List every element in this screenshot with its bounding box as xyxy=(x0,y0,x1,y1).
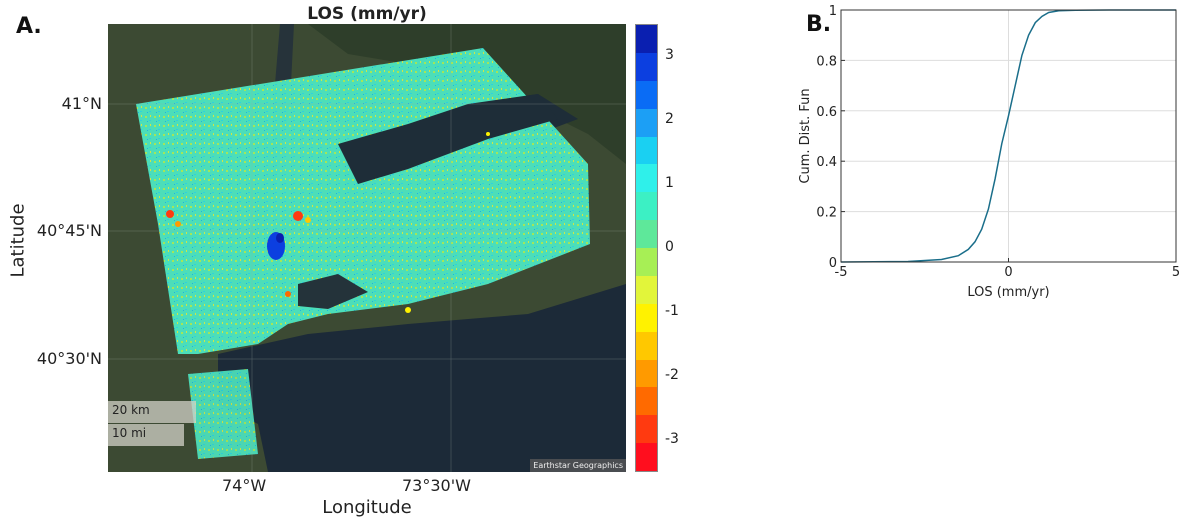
map-x-axis-title: Longitude xyxy=(322,497,412,518)
cdf-chart: -5 0 5 0 0.2 0.4 0.6 0.8 1 LOS (mm/yr) Cum. Dist. … xyxy=(790,0,1180,314)
colorbar-segment xyxy=(636,415,657,444)
y-tick-label: 0.8 xyxy=(816,54,837,69)
colorbar-segment xyxy=(636,359,657,388)
colorbar-segment xyxy=(636,136,657,165)
x-tick-label: 0 xyxy=(1004,265,1012,280)
x-tick-label: -5 xyxy=(835,265,848,280)
colorbar-tick-label: -1 xyxy=(665,303,679,319)
colorbar-segment xyxy=(636,192,657,221)
x-axis-title: LOS (mm/yr) xyxy=(967,285,1049,300)
colorbar-segment xyxy=(636,303,657,332)
y-tick-label: 0.6 xyxy=(816,105,837,120)
lat-tick-label: 40°30'N xyxy=(36,349,102,368)
y-tick-label: 1 xyxy=(829,4,837,19)
map-image xyxy=(108,24,626,472)
scalebar-mi: 10 mi xyxy=(108,424,184,446)
colorbar-segment xyxy=(636,387,657,416)
cdf-line xyxy=(840,9,1176,263)
x-tick-label: 5 xyxy=(1172,265,1180,280)
map-attribution: Earthstar Geographics xyxy=(530,459,626,472)
colorbar-segment xyxy=(636,52,657,81)
lat-tick-label: 40°45'N xyxy=(36,221,102,240)
y-tick-label: 0 xyxy=(829,256,837,271)
panel-b-label: B. xyxy=(806,12,832,37)
colorbar xyxy=(635,24,658,472)
colorbar-segment xyxy=(636,220,657,248)
y-axis-title: Cum. Dist. Fun xyxy=(798,88,813,183)
colorbar-segment xyxy=(636,164,657,193)
y-tick-label: 0.2 xyxy=(816,206,837,221)
colorbar-segment xyxy=(636,331,657,360)
colorbar-segment xyxy=(636,275,657,304)
colorbar-tick-label: 3 xyxy=(665,47,674,63)
lon-tick-label: 74°W xyxy=(222,476,267,495)
colorbar-segment xyxy=(636,248,657,276)
colorbar-tick-label: 1 xyxy=(665,175,674,191)
colorbar-segment xyxy=(636,80,657,109)
colorbar-segment xyxy=(636,108,657,137)
y-tick-label: 0.4 xyxy=(816,155,837,170)
colorbar-tick-label: -3 xyxy=(665,431,679,447)
scalebar-km: 20 km xyxy=(108,401,196,423)
colorbar-tick-label: 2 xyxy=(665,111,674,127)
colorbar-tick-label: -2 xyxy=(665,367,679,383)
colorbar-segment xyxy=(636,25,657,53)
panel-a-label: A. xyxy=(16,14,42,39)
map-y-axis-title: Latitude xyxy=(7,203,29,278)
colorbar-tick-label: 0 xyxy=(665,239,674,255)
lat-tick-label: 41°N xyxy=(61,94,102,113)
map-title: LOS (mm/yr) xyxy=(307,4,427,24)
colorbar-segment xyxy=(636,443,657,471)
lon-tick-label: 73°30'W xyxy=(402,476,471,495)
los-map: Earthstar Geographics xyxy=(108,24,626,472)
